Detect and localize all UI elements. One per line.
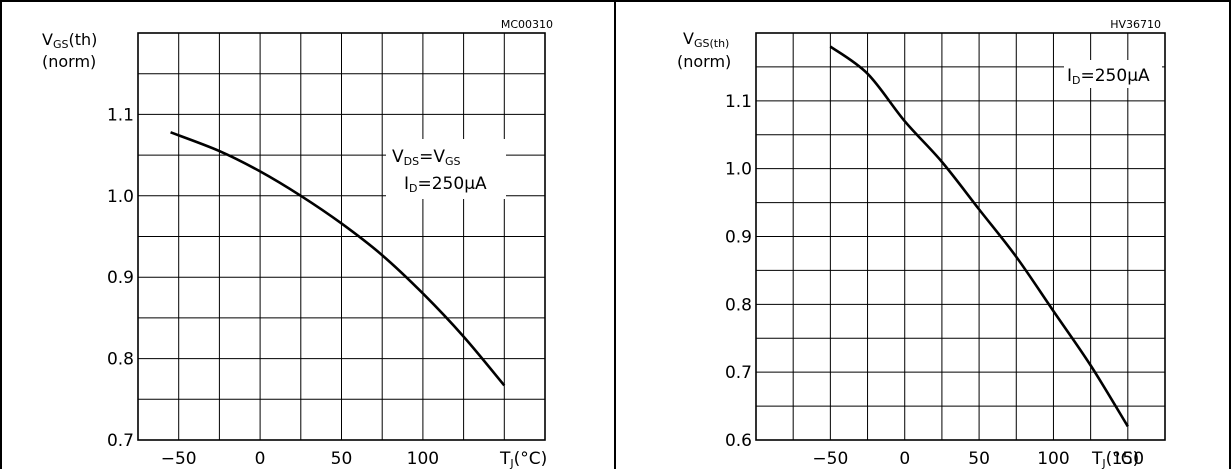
y-tick-label: 1.0 (725, 160, 752, 180)
left-annotation-box (386, 139, 506, 199)
y-tick-label: 0.8 (725, 295, 752, 315)
x-tick-label: 100 (407, 449, 439, 469)
right-x-axis-label: TJ(°C) (1091, 449, 1139, 469)
left-y-ticks: 0.7 0.8 0.9 1.0 1.1 (107, 105, 134, 451)
y-tick-label: 1.0 (107, 187, 134, 207)
left-y-axis-label: VGS(th) (42, 30, 97, 51)
right-annotation-id: ID=250μA (1067, 66, 1150, 87)
left-y-axis-norm: (norm) (42, 52, 96, 71)
x-tick-label: −50 (161, 449, 197, 469)
left-x-axis-label: TJ(°C) (499, 449, 547, 469)
left-grid (137, 32, 546, 441)
y-tick-label: 0.9 (107, 268, 134, 288)
y-tick-label: 1.1 (725, 92, 752, 112)
plot-border (755, 32, 1166, 441)
x-tick-label: 50 (968, 449, 990, 469)
right-chart: 0.60.70.80.91.01.1 −50 0 50 100 150 HV36710 … (677, 18, 1166, 470)
x-tick-label: 150 (1112, 449, 1144, 469)
y-tick-label: 0.9 (725, 228, 752, 248)
left-chart-code: MC00310 (501, 18, 553, 31)
x-tick-label: 50 (331, 449, 353, 469)
left-annotation-id: ID=250μA (404, 174, 487, 195)
right-y-axis-label: VGS(th) (683, 29, 729, 50)
y-tick-label: 1.1 (107, 105, 134, 125)
series-line (170, 131, 506, 387)
left-series (170, 131, 506, 387)
plot-border (137, 32, 546, 441)
right-series (829, 45, 1129, 428)
y-tick-label: 0.6 (725, 431, 752, 451)
right-y-ticks: 0.6 0.7 0.8 0.9 1.0 1.1 (725, 92, 752, 451)
right-x-ticks: −50 0 50 100 150 (812, 449, 1144, 469)
series-line (829, 45, 1129, 428)
x-tick-label: 0 (255, 449, 266, 469)
left-x-ticks: −50 0 50 100 (161, 449, 439, 469)
y-tick-label: 0.7 (725, 363, 752, 383)
right-y-axis-norm: (norm) (677, 52, 731, 71)
x-tick-label: −50 (812, 449, 848, 469)
right-chart-code: HV36710 (1110, 18, 1161, 31)
x-tick-label: 0 (899, 449, 910, 469)
right-annotation-box (1064, 60, 1162, 88)
left-annotation-vds: VDS=VGS (392, 147, 460, 168)
right-grid (755, 32, 1166, 441)
x-tick-label: 100 (1037, 449, 1069, 469)
y-tick-label: 0.8 (107, 350, 134, 370)
left-chart: 0.7 0.8 0.9 1.0 1.1 −50 0 50 100 MC00310 VGS(th… (42, 18, 553, 470)
y-tick-label: 0.7 (107, 431, 134, 451)
